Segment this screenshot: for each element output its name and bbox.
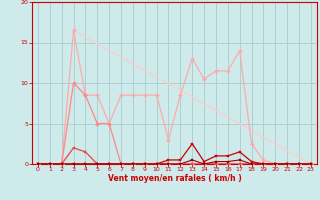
X-axis label: Vent moyen/en rafales ( km/h ): Vent moyen/en rafales ( km/h ) — [108, 174, 241, 183]
